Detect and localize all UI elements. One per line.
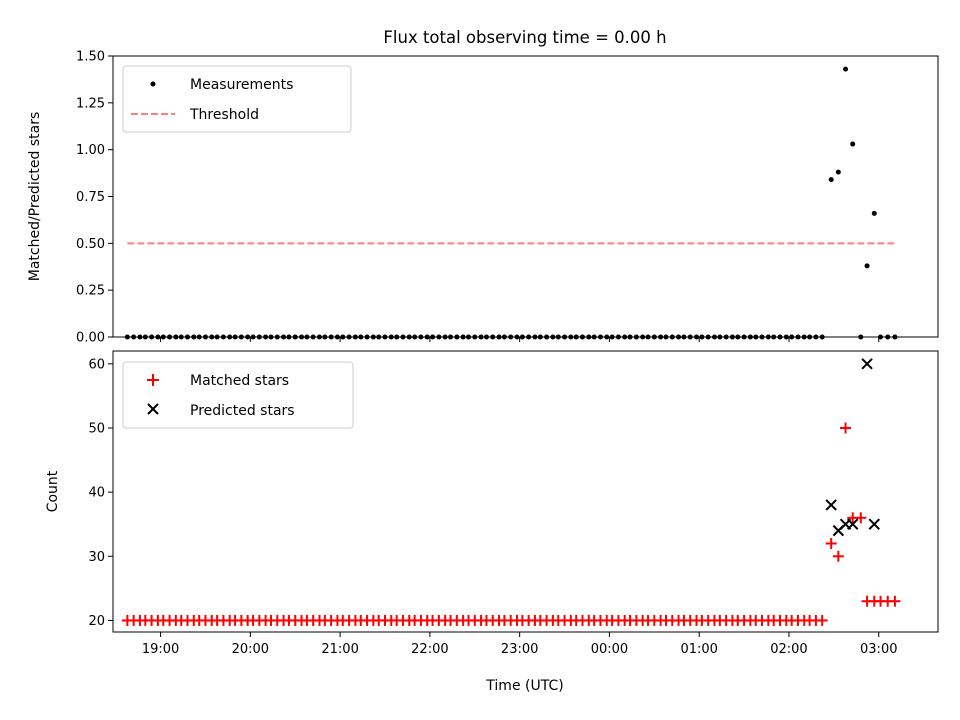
y-tick-label: 0.00 xyxy=(76,331,105,346)
top-panel: 0.00 0.25 0.50 0.75 1.00 1.25 1.50 Matched/Pre… xyxy=(27,50,939,346)
predicted-star-marker xyxy=(868,518,880,530)
y-tick-label: 50 xyxy=(88,421,105,436)
top-legend: Measurements Threshold xyxy=(122,65,352,133)
bottom-y-axis: 20 30 40 50 60 xyxy=(88,357,113,629)
matched-star-marker xyxy=(832,550,844,562)
x-axis-label: Time (UTC) xyxy=(485,678,563,694)
x-tick-label: 02:00 xyxy=(770,642,807,657)
y-tick-label: 0.50 xyxy=(76,237,105,252)
y-tick-label: 60 xyxy=(88,357,105,372)
matched-star-marker xyxy=(816,614,828,626)
y-tick-label: 20 xyxy=(88,614,105,629)
legend-measurements-marker xyxy=(150,81,156,87)
x-tick-label: 22:00 xyxy=(411,642,448,657)
predicted-stars-points xyxy=(825,358,880,537)
measurement-point xyxy=(864,263,870,269)
matched-stars-points xyxy=(121,422,901,626)
measurement-point xyxy=(850,141,856,147)
y-tick-label: 0.25 xyxy=(76,284,105,299)
bottom-panel: 20 30 40 50 60 19:00 20:00 21:00 22:00 23:00 00:0… xyxy=(45,350,939,694)
matched-star-marker xyxy=(840,422,852,434)
top-x-ticks xyxy=(160,337,880,342)
chart-title: Flux total observing time = 0.00 h xyxy=(383,28,666,47)
top-y-axis: 0.00 0.25 0.50 0.75 1.00 1.25 1.50 xyxy=(76,50,113,346)
legend-measurements-label: Measurements xyxy=(190,77,293,93)
legend-predicted-marker xyxy=(147,403,159,415)
bottom-legend-box xyxy=(122,361,354,429)
legend-matched-marker xyxy=(147,374,159,386)
bottom-panel-frame xyxy=(112,350,939,633)
x-tick-label: 20:00 xyxy=(232,642,269,657)
bottom-x-axis: 19:00 20:00 21:00 22:00 23:00 00:00 01:00 02:00… xyxy=(142,632,897,657)
x-tick-label: 19:00 xyxy=(142,642,179,657)
predicted-star-marker xyxy=(825,499,837,511)
measurement-point xyxy=(835,169,841,175)
predicted-star-marker xyxy=(847,518,859,530)
legend-threshold-label: Threshold xyxy=(189,107,259,123)
y-tick-label: 40 xyxy=(88,486,105,501)
bottom-y-axis-label: Count xyxy=(45,470,61,512)
measurement-point xyxy=(871,210,877,216)
legend-matched-label: Matched stars xyxy=(190,373,289,389)
x-tick-label: 23:00 xyxy=(501,642,538,657)
x-tick-label: 03:00 xyxy=(860,642,897,657)
y-tick-label: 1.50 xyxy=(76,50,105,65)
top-y-axis-label: Matched/Predicted stars xyxy=(27,112,43,282)
x-tick-label: 21:00 xyxy=(321,642,358,657)
x-tick-label: 01:00 xyxy=(680,642,717,657)
measurement-point xyxy=(843,66,849,72)
top-legend-box xyxy=(122,65,352,133)
matched-star-marker xyxy=(825,537,837,549)
predicted-star-marker xyxy=(861,358,873,370)
matched-star-marker xyxy=(889,595,901,607)
x-tick-label: 00:00 xyxy=(591,642,628,657)
matched-star-marker xyxy=(855,512,867,524)
y-tick-label: 1.00 xyxy=(76,143,105,158)
bottom-legend: Matched stars Predicted stars xyxy=(122,361,354,429)
y-tick-label: 1.25 xyxy=(76,96,105,111)
measurement-point xyxy=(828,177,834,183)
legend-predicted-label: Predicted stars xyxy=(190,403,295,419)
y-tick-label: 30 xyxy=(88,550,105,565)
y-tick-label: 0.75 xyxy=(76,190,105,205)
